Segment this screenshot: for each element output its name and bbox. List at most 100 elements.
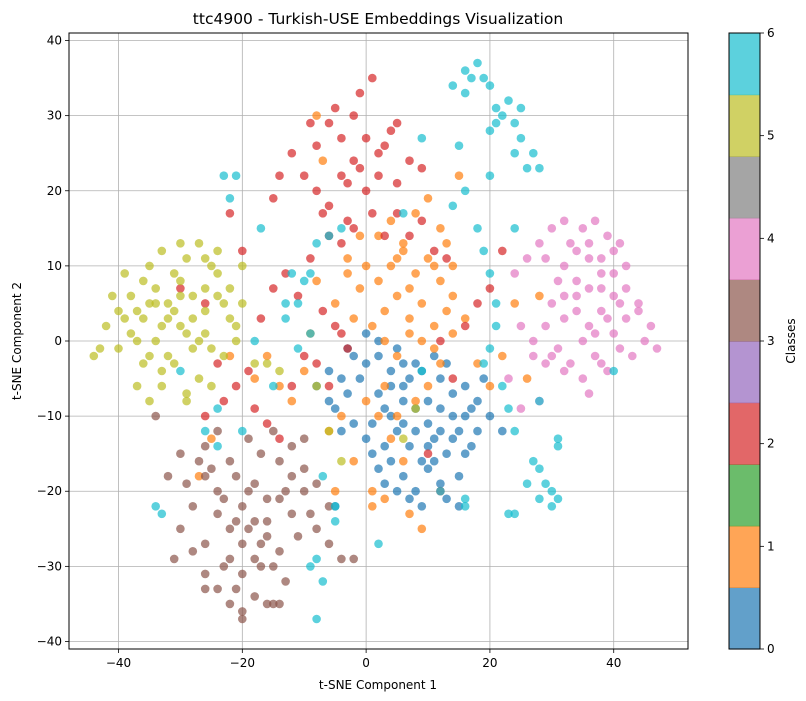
data-point-class-1	[287, 396, 297, 406]
data-point-class-6	[182, 389, 191, 398]
data-point-class-6	[231, 321, 241, 331]
data-point-class-3	[423, 449, 433, 459]
data-point-class-6	[139, 314, 148, 323]
data-point-class-7	[479, 246, 489, 256]
data-point-class-6	[132, 306, 142, 316]
data-point-class-6	[225, 284, 235, 293]
data-point-class-1	[349, 314, 359, 323]
data-point-class-7	[491, 299, 501, 308]
data-point-class-4	[510, 269, 519, 278]
data-point-class-3	[324, 201, 334, 211]
data-point-class-6	[213, 269, 222, 278]
data-point-class-3	[355, 163, 365, 173]
data-point-class-6	[151, 336, 160, 346]
data-point-class-7	[374, 539, 383, 549]
data-point-class-1	[380, 494, 390, 504]
data-point-class-6	[182, 396, 191, 406]
data-point-class-0	[361, 359, 371, 368]
y-axis-title: t-SNE Component 2	[10, 282, 24, 400]
y-tick-label: 0	[54, 334, 62, 348]
colorbar-tick-label: 5	[767, 129, 775, 143]
data-point-class-6	[250, 359, 259, 368]
data-point-class-6	[120, 314, 129, 323]
data-point-class-7	[547, 502, 557, 511]
data-point-class-1	[429, 261, 439, 271]
data-point-class-5	[151, 411, 160, 421]
data-point-class-7	[553, 441, 563, 451]
data-point-class-3	[429, 246, 439, 256]
data-point-class-3	[231, 381, 241, 391]
data-point-class-4	[541, 254, 550, 263]
data-point-class-7	[510, 148, 519, 158]
colorbar: 0 1 2 3 4 5 6 Classes	[728, 26, 798, 656]
data-point-class-3	[275, 171, 284, 180]
data-point-class-3	[330, 321, 340, 331]
data-point-class-0	[355, 374, 365, 383]
data-point-class-7	[312, 239, 321, 248]
data-point-class-1	[417, 299, 427, 308]
data-point-class-5	[269, 562, 278, 571]
data-point-class-3	[269, 194, 278, 203]
data-point-class-6	[324, 426, 334, 436]
data-point-class-3	[318, 209, 328, 218]
data-point-class-5	[324, 502, 334, 511]
x-tick-label: 40	[606, 656, 621, 670]
data-point-class-7	[337, 224, 346, 233]
data-point-class-1	[436, 224, 445, 233]
data-point-class-3	[349, 156, 359, 165]
data-point-class-1	[250, 374, 259, 383]
data-point-class-6	[262, 359, 272, 368]
data-point-class-7	[306, 329, 315, 338]
x-tick-label: 20	[482, 656, 497, 670]
data-point-class-0	[324, 366, 334, 376]
data-point-class-4	[609, 291, 618, 301]
data-point-class-4	[535, 239, 544, 248]
data-point-class-6	[200, 254, 210, 263]
data-point-class-5	[250, 554, 259, 564]
data-point-class-7	[510, 224, 519, 233]
data-point-class-6	[188, 291, 198, 301]
data-point-class-3	[200, 411, 210, 421]
data-point-class-7	[269, 381, 278, 391]
data-point-class-5	[231, 471, 241, 481]
data-point-class-4	[597, 284, 606, 293]
data-point-class-5	[225, 599, 235, 609]
y-tick-label: −30	[37, 559, 62, 573]
data-point-class-4	[603, 366, 612, 376]
data-point-class-7	[312, 554, 321, 564]
colorbar-tick-label: 1	[767, 539, 775, 553]
data-point-class-3	[250, 404, 259, 413]
data-point-class-5	[219, 562, 229, 571]
data-points	[89, 58, 662, 624]
data-point-class-1	[355, 284, 365, 293]
data-point-class-4	[634, 306, 643, 316]
data-point-class-1	[498, 351, 507, 361]
data-point-class-3	[380, 141, 390, 150]
data-point-class-7	[467, 73, 476, 83]
colorbar-swatch	[729, 279, 760, 342]
data-point-class-7	[485, 171, 495, 180]
data-point-class-0	[392, 426, 402, 436]
data-point-class-7	[448, 201, 458, 211]
data-point-class-6	[213, 291, 222, 301]
data-point-class-4	[584, 389, 594, 398]
data-point-class-5	[238, 502, 247, 511]
data-point-class-6	[132, 336, 142, 346]
data-point-class-5	[287, 509, 297, 519]
data-point-class-5	[213, 509, 222, 519]
data-point-class-6	[176, 239, 185, 248]
colorbar-swatch	[729, 464, 760, 527]
data-point-class-3	[405, 156, 414, 165]
data-point-class-0	[343, 389, 352, 398]
data-point-class-1	[386, 216, 396, 226]
data-point-class-0	[460, 381, 470, 391]
data-point-class-4	[547, 351, 557, 361]
data-point-class-1	[374, 231, 383, 241]
data-point-class-6	[89, 351, 99, 361]
data-point-class-0	[479, 374, 489, 383]
data-point-class-7	[460, 88, 470, 98]
data-point-class-6	[132, 381, 142, 391]
data-point-class-0	[349, 419, 359, 428]
data-point-class-4	[572, 276, 581, 286]
data-point-class-5	[238, 614, 247, 624]
